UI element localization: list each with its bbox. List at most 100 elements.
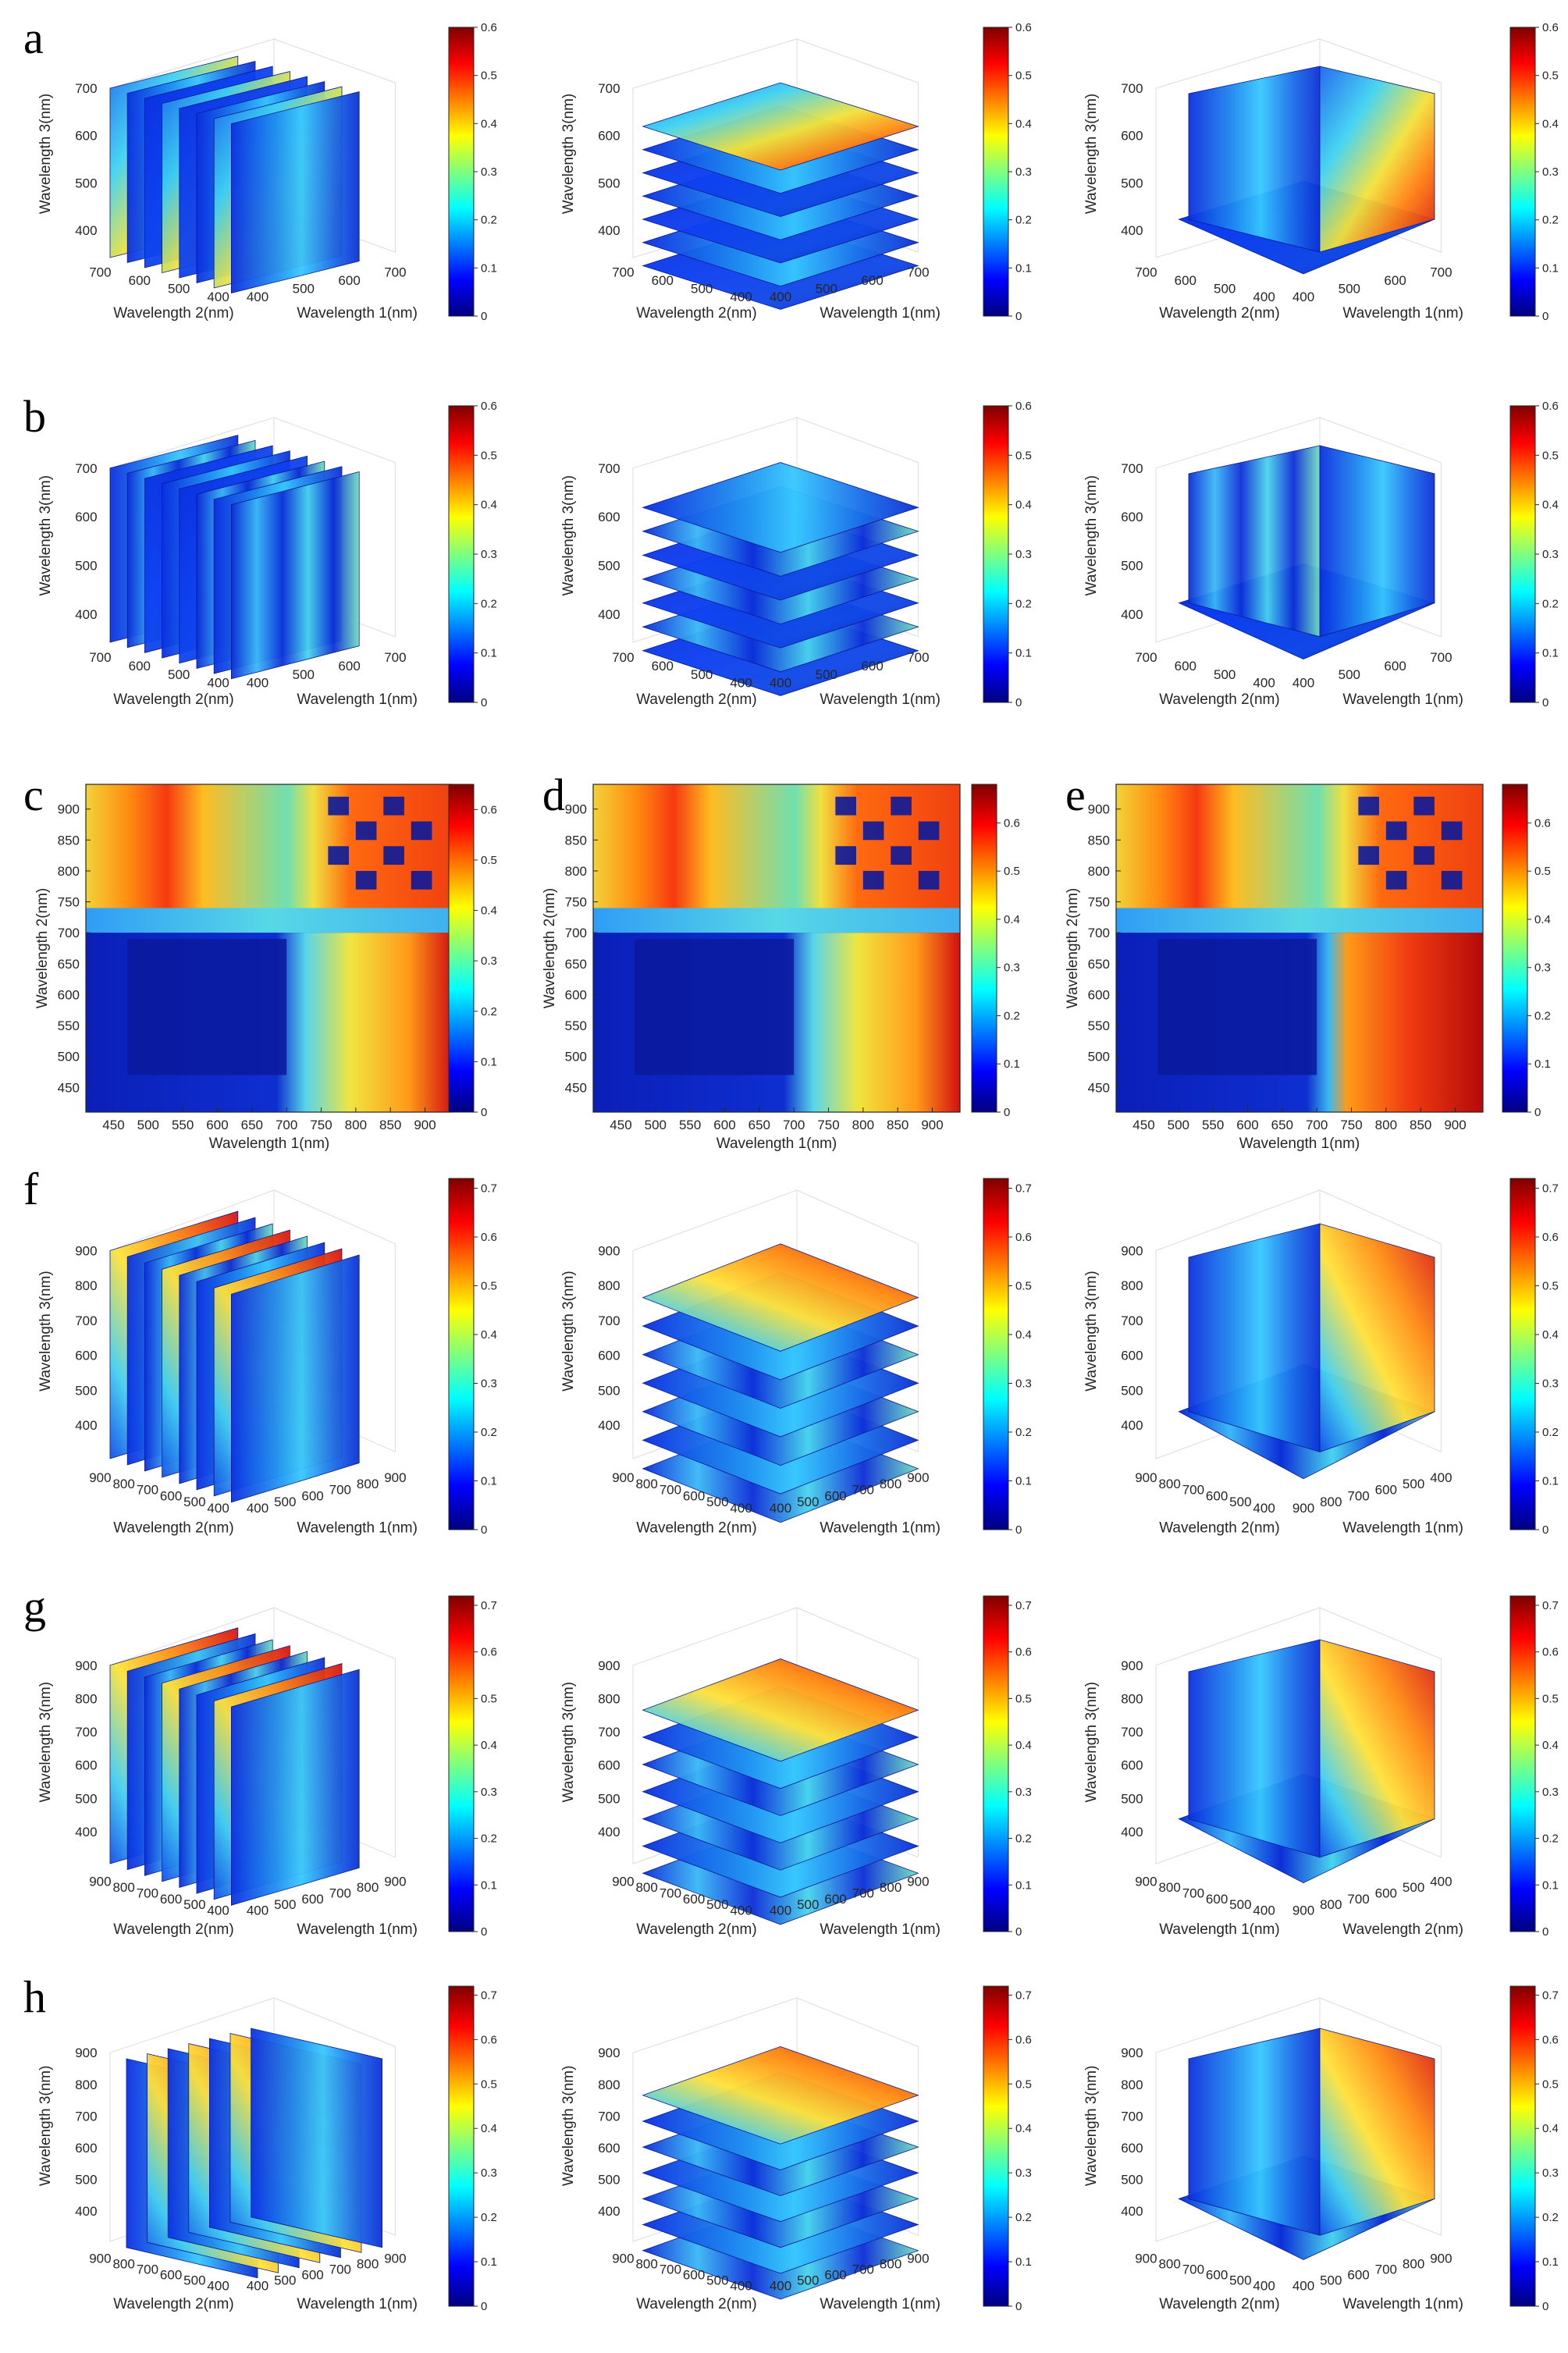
- panel-12-colorbar-tick: 0.2: [1542, 1426, 1559, 1439]
- panel-11-ytick: 600: [683, 1488, 705, 1503]
- panel-14-ztick: 400: [598, 1825, 620, 1839]
- panel-15-colorbar-tick: 0.7: [1542, 1599, 1559, 1612]
- panel-14-ylabel: Wavelength 2(nm): [636, 1921, 757, 1938]
- panel-4-xtick: 600: [338, 659, 360, 674]
- panel-1-xtick: 500: [293, 282, 315, 297]
- panel-1-ytick: 400: [207, 290, 229, 304]
- panel-3-xtick: 500: [1339, 282, 1360, 297]
- panel-2-colorbar-tick: 0.6: [1015, 21, 1032, 34]
- panel-8-colorbar: [971, 784, 997, 1113]
- panel-7-heatmap-band-mid: [86, 908, 453, 933]
- panel-8-heatmap-checker: [891, 796, 912, 816]
- panel-7-heatmap-checker: [383, 796, 404, 816]
- panel-12-colorbar-tick: 0.7: [1542, 1182, 1559, 1196]
- panel-9-ytick: 550: [1088, 1018, 1110, 1033]
- panel-17-xtick: 400: [770, 2278, 791, 2293]
- panel-8-xtick: 450: [610, 1118, 631, 1132]
- panel-12-xtick: 500: [1403, 1477, 1424, 1491]
- panel-11-colorbar-tick: 0.4: [1015, 1328, 1032, 1342]
- panel-6-colorbar-tick: 0.2: [1542, 597, 1559, 610]
- panel-17-ztick: 900: [598, 2046, 620, 2060]
- panel-10-xtick: 800: [357, 1477, 379, 1491]
- panel-14-zlabel: Wavelength 3(nm): [560, 1682, 577, 1803]
- panel-4-slice: [230, 471, 360, 680]
- panel-13-ytick: 900: [89, 1875, 111, 1889]
- panel-11-colorbar-tick: 0.1: [1015, 1475, 1032, 1488]
- panel-11-xtick: 500: [797, 1495, 819, 1509]
- panel-17-colorbar-tick: 0.6: [1015, 2033, 1032, 2046]
- panel-3-slice-wall: [1319, 66, 1435, 253]
- panel-13-colorbar-tick: 0.4: [481, 1739, 497, 1752]
- panel-11-ztick: 800: [598, 1278, 620, 1293]
- panel-9-ytick: 450: [1088, 1080, 1110, 1095]
- panel-8-xtick: 600: [713, 1118, 735, 1132]
- panel-14-colorbar-tick: 0.1: [1015, 1878, 1032, 1892]
- panel-9-heatmap-checker: [1413, 796, 1435, 816]
- panel-4-ytick: 500: [168, 667, 190, 682]
- panel-9-xtick: 850: [1410, 1118, 1431, 1132]
- panel-4-colorbar-tick: 0: [481, 696, 487, 709]
- panel-6-ztick: 700: [1121, 461, 1143, 476]
- panel-7-xtick: 450: [102, 1118, 124, 1132]
- panel-18-ytick: 600: [1206, 2267, 1228, 2282]
- panel-10-xtick: 900: [384, 1470, 406, 1485]
- panel-17-zlabel: Wavelength 3(nm): [560, 2066, 577, 2187]
- panel-4-ztick: 500: [75, 559, 97, 574]
- panel-5-ytick: 600: [652, 659, 674, 674]
- panel-8-heatmap-checker: [835, 846, 856, 865]
- panel-11-colorbar-tick: 0: [1015, 1523, 1022, 1537]
- panel-7-heatmap-checker: [328, 796, 349, 816]
- panel-8-xtick: 750: [817, 1118, 839, 1132]
- panel-1-ztick: 400: [75, 223, 97, 238]
- panel-8-heatmap-checker: [835, 796, 856, 816]
- panel-11-ytick: 700: [660, 1483, 681, 1498]
- panel-18-colorbar-tick: 0.2: [1542, 2211, 1559, 2224]
- panel-9: e 450 500 550 600 650 700 750 800 850 900 450 500 550…: [1065, 770, 1551, 1152]
- panel-6-ytick: 700: [1135, 650, 1157, 665]
- panel-5-colorbar-tick: 0.1: [1015, 647, 1032, 660]
- panel-8-heatmap-checker: [891, 846, 912, 865]
- panel-8-heatmap-checker: [918, 870, 940, 890]
- panel-4-ytick: 400: [207, 676, 229, 691]
- panel-10-ytick: 500: [183, 1495, 205, 1509]
- panel-9-xtick: 800: [1375, 1118, 1397, 1132]
- panel-12-ylabel: Wavelength 2(nm): [1159, 1520, 1280, 1537]
- panel-13-colorbar-tick: 0.7: [481, 1599, 497, 1612]
- panel-2-xtick: 400: [770, 290, 791, 304]
- panel-7-ylabel: Wavelength 2(nm): [34, 888, 51, 1009]
- panel-6-ylabel: Wavelength 2(nm): [1159, 691, 1280, 708]
- panel-16-colorbar-tick: 0.6: [481, 2033, 497, 2046]
- panel-5-xtick: 500: [816, 667, 837, 682]
- panel-10-xtick: 600: [301, 1488, 323, 1503]
- panel-15-ytick: 700: [1182, 1886, 1204, 1900]
- panel-12-colorbar: [1509, 1178, 1536, 1530]
- panel-13-ztick: 800: [75, 1691, 97, 1706]
- panel-6-ytick: 400: [1253, 676, 1275, 691]
- panel-12-zlabel: Wavelength 3(nm): [1083, 1271, 1100, 1392]
- panel-17-ytick: 900: [612, 2251, 634, 2266]
- panel-1-xtick: 400: [247, 290, 268, 304]
- panel-2-xtick: 500: [816, 282, 837, 297]
- panel-9-heatmap-checker: [1358, 796, 1379, 816]
- panel-13-ytick: 700: [137, 1886, 158, 1900]
- panel-10-xtick: 400: [247, 1501, 268, 1516]
- panel-7-ytick: 700: [58, 926, 80, 940]
- panel-13-ztick: 400: [75, 1825, 97, 1839]
- panel-13-colorbar-tick: 0.3: [481, 1786, 497, 1799]
- panel-14-ytick: 700: [660, 1886, 681, 1900]
- panel-18-slice-wall: [1319, 2028, 1435, 2236]
- panel-5-xlabel: Wavelength 1(nm): [820, 691, 940, 708]
- panel-7: c 450 500 550 600 650 700 750 800 850 900 450 500 550…: [23, 770, 497, 1152]
- panel-7-colorbar-tick: 0.4: [481, 905, 497, 918]
- panel-10-zlabel: Wavelength 3(nm): [37, 1271, 54, 1392]
- panel-7-xtick: 500: [137, 1118, 159, 1132]
- panel-10-colorbar-tick: 0.5: [481, 1280, 497, 1293]
- panel-18-colorbar-tick: 0.1: [1542, 2255, 1559, 2269]
- panel-16-ytick: 900: [89, 2251, 111, 2266]
- panel-11-xlabel: Wavelength 1(nm): [820, 1520, 940, 1537]
- panel-6-colorbar-tick: 0.1: [1542, 647, 1559, 660]
- panel-17-ytick: 700: [660, 2262, 681, 2277]
- panel-10-ytick: 600: [160, 1488, 182, 1503]
